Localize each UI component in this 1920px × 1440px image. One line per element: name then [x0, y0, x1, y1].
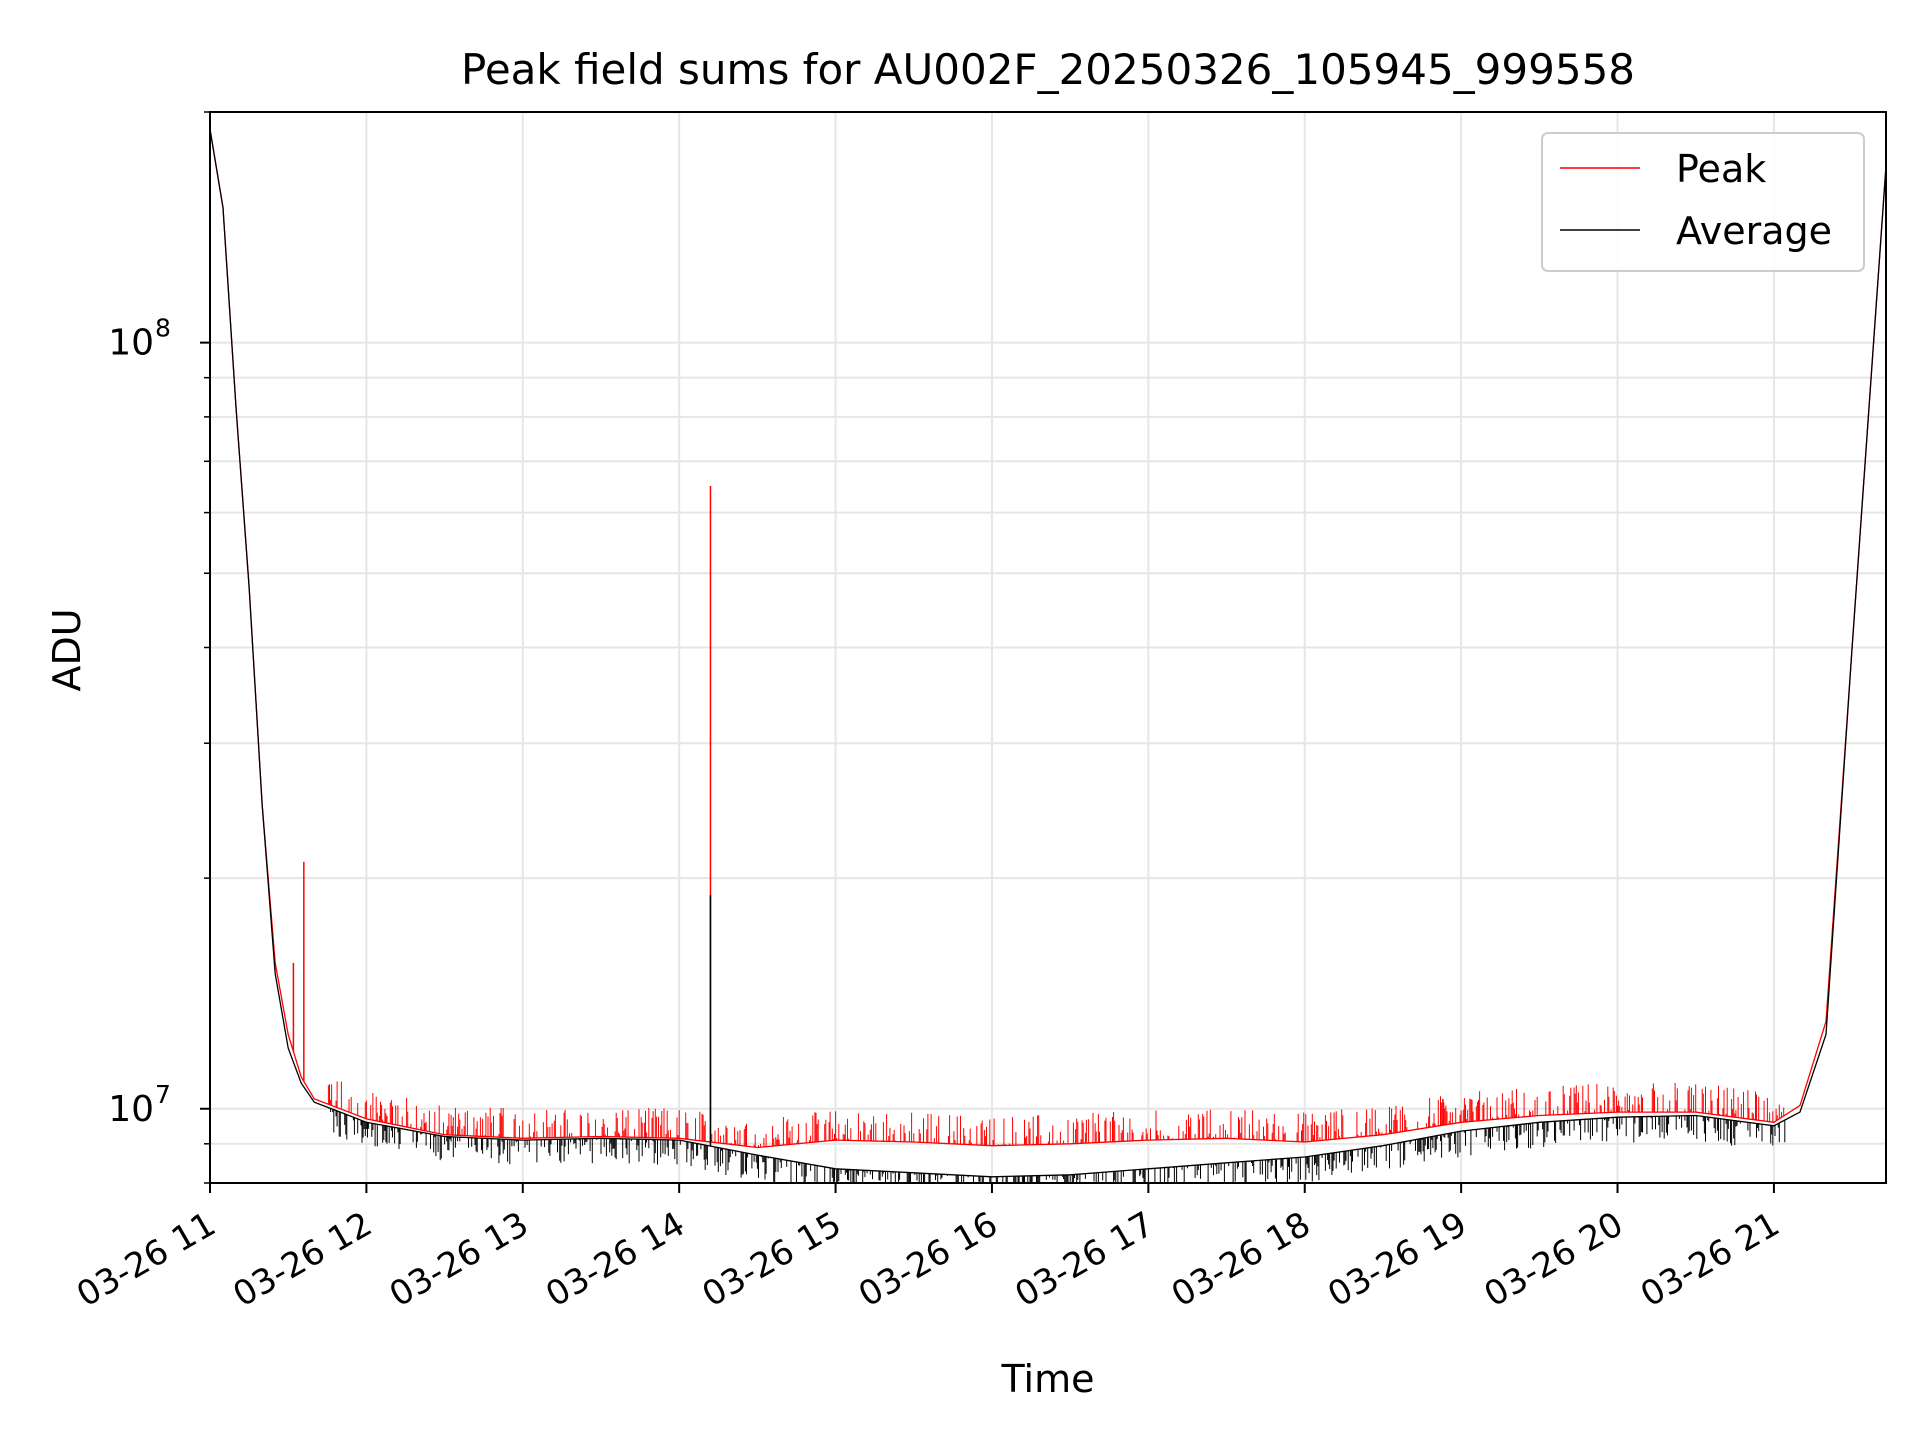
average-series-line: [209, 128, 1887, 1178]
legend-peak-label: Peak: [1676, 147, 1766, 191]
peak-series-fluctuations: [327, 1081, 1785, 1148]
grid-lines: [209, 111, 1886, 1184]
legend-average-label: Average: [1676, 209, 1832, 253]
legend[interactable]: Peak Average: [1541, 132, 1865, 272]
y-tick-label-exponent: 7: [155, 1080, 171, 1109]
x-axis-label: Time: [1001, 1357, 1095, 1401]
series-layer: [209, 128, 1887, 1183]
y-tick-label: 10: [108, 1089, 154, 1130]
y-tick-label: 10: [108, 323, 154, 364]
y-axis-label: ADU: [45, 608, 89, 691]
average-series-fluctuations: [327, 1107, 1786, 1183]
y-tick-label-exponent: 8: [155, 314, 171, 343]
chart-title: Peak field sums for AU002F_20250326_1059…: [461, 45, 1635, 94]
